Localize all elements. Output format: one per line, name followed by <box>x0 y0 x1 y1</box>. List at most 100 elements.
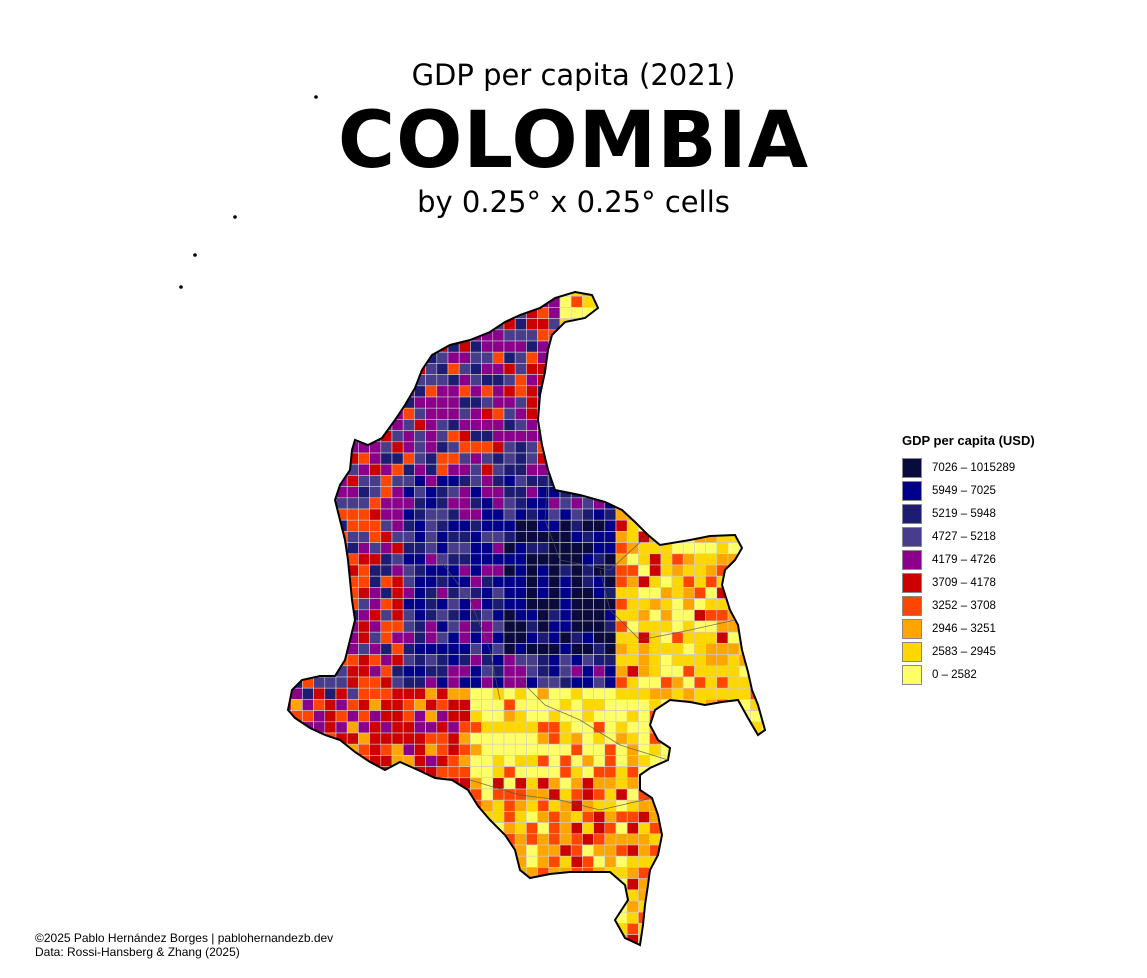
grid-cell <box>526 844 538 857</box>
grid-cell <box>548 777 561 790</box>
grid-cell <box>458 351 471 364</box>
grid-cell <box>548 811 561 823</box>
grid-cell <box>346 497 359 510</box>
grid-cell <box>671 553 684 566</box>
grid-cell <box>470 351 482 364</box>
grid-cell <box>716 687 729 700</box>
grid-cell <box>358 542 370 555</box>
grid-cell <box>503 385 516 398</box>
grid-cell <box>503 620 516 633</box>
grid-cell <box>503 419 516 431</box>
grid-cell <box>346 519 359 532</box>
credit-source: Data: Rossi-Hansberg & Zhang (2025) <box>35 945 240 959</box>
grid-cell <box>548 519 561 532</box>
grid-cell <box>638 598 650 611</box>
grid-cell <box>447 620 460 633</box>
grid-cell <box>414 564 426 577</box>
legend-item: 2583 – 2945 <box>902 640 1102 663</box>
grid-cell <box>414 508 426 521</box>
grid-cell <box>358 430 370 443</box>
grid-cell <box>414 486 426 499</box>
grid-cell <box>604 766 617 779</box>
grid-cell <box>604 855 617 868</box>
grid-cell <box>492 553 505 566</box>
grid-cell <box>682 631 695 644</box>
grid-cell <box>615 542 628 555</box>
grid-cell <box>492 699 505 711</box>
grid-cell <box>369 531 382 543</box>
grid-cell <box>458 441 471 454</box>
grid-cell <box>626 788 639 801</box>
grid-cell <box>593 855 606 868</box>
grid-cell <box>526 676 538 689</box>
grid-cell <box>470 575 482 588</box>
grid-cell <box>425 699 438 711</box>
grid-cell <box>458 519 471 532</box>
grid-cell <box>380 475 393 487</box>
grid-cell <box>570 654 583 667</box>
grid-cell <box>492 441 505 454</box>
grid-cell <box>626 822 639 835</box>
grid-cell <box>705 564 718 577</box>
grid-cell <box>425 755 438 767</box>
grid-cell <box>402 732 415 745</box>
grid-cell <box>380 564 393 577</box>
grid-cell <box>649 620 662 633</box>
grid-cell <box>369 687 382 700</box>
grid-cell <box>514 799 527 812</box>
grid-cell <box>503 463 516 476</box>
grid-cell <box>447 643 460 655</box>
grid-cell <box>615 811 628 823</box>
grid-cell <box>626 900 639 913</box>
grid-cell <box>481 766 494 779</box>
grid-cell <box>436 755 449 767</box>
grid-cell <box>470 564 482 577</box>
grid-cell <box>380 631 393 644</box>
grid-cell <box>694 643 706 655</box>
grid-cell <box>492 329 505 342</box>
grid-cell <box>492 676 505 689</box>
grid-cell <box>380 687 393 700</box>
grid-cell <box>694 575 706 588</box>
grid-cell <box>436 732 449 745</box>
grid-cell <box>514 441 527 454</box>
grid-cell <box>470 531 482 543</box>
grid-cell <box>604 519 617 532</box>
grid-cell <box>514 710 527 723</box>
grid-cell <box>638 564 650 577</box>
grid-cell <box>425 553 438 566</box>
grid-cell <box>324 486 337 499</box>
grid-cell <box>559 811 572 823</box>
grid-cell <box>694 665 706 678</box>
grid-cell <box>447 508 460 521</box>
grid-cell <box>705 542 718 555</box>
grid-cell <box>436 385 449 398</box>
grid-cell <box>425 587 438 599</box>
grid-cell <box>660 564 673 577</box>
grid-cell <box>425 620 438 633</box>
grid-cell <box>458 699 471 711</box>
grid-cell <box>526 441 538 454</box>
grid-cell <box>705 631 718 644</box>
grid-cell <box>615 788 628 801</box>
grid-cell <box>537 676 550 689</box>
grid-cell <box>402 475 415 487</box>
grid-cell <box>615 665 628 678</box>
grid-cell <box>537 620 550 633</box>
legend-item: 3252 – 3708 <box>902 594 1102 617</box>
legend-item: 2946 – 3251 <box>902 617 1102 640</box>
grid-cell <box>526 318 538 331</box>
grid-cell <box>492 497 505 510</box>
grid-cell <box>526 385 538 398</box>
department-border-line <box>599 569 736 641</box>
grid-cell <box>593 755 606 767</box>
grid-cell <box>593 598 606 611</box>
grid-cell <box>626 811 639 823</box>
grid-cell <box>402 463 415 476</box>
grid-cell <box>458 687 471 700</box>
grid-cell <box>526 654 538 667</box>
grid-cell <box>593 788 606 801</box>
grid-cell <box>402 609 415 622</box>
grid-cell <box>503 452 516 465</box>
grid-cell <box>559 620 572 633</box>
